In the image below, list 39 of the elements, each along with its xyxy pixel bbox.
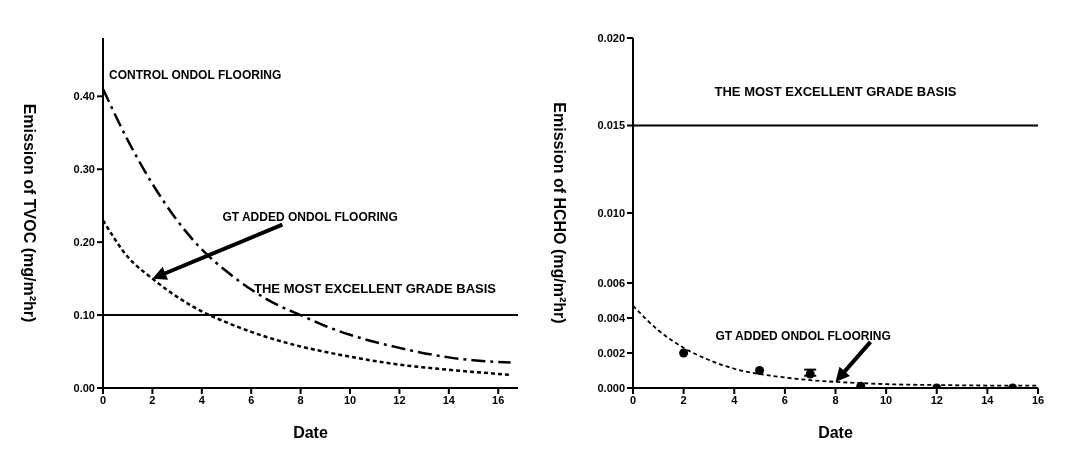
x-tick-label: 8 [297,393,304,406]
x-tick-label: 16 [492,393,505,406]
annotation: GT ADDED ONDOL FLOORING [715,328,891,343]
y-tick-label: 0.10 [73,308,95,321]
x-tick-label: 0 [629,393,637,406]
x-tick-label: 14 [442,393,456,406]
x-tick-label: 6 [248,393,255,406]
y-tick-label: 0.000 [597,381,625,394]
ref-line-label: THE MOST EXCELLENT GRADE BASIS [254,281,497,297]
x-axis-title: Date [818,424,853,441]
x-tick-label: 10 [880,393,893,406]
y-tick-label: 0.004 [597,311,626,324]
y-axis-title: Emission of HCHO (mg/m²hr) [551,102,569,324]
y-tick-label: 0.020 [597,31,625,44]
y-axis-title: Emission of TVOC (mg/m²hr) [21,103,39,323]
x-tick-label: 6 [781,393,788,406]
x-tick-label: 10 [343,393,357,406]
y-tick-label: 0.40 [73,90,95,103]
x-tick-label: 0 [99,393,107,406]
y-tick-label: 0.30 [73,163,95,176]
x-tick-label: 12 [393,393,406,406]
ref-line-label: THE MOST EXCELLENT GRADE BASIS [714,83,957,99]
y-tick-label: 0.010 [597,206,625,219]
x-tick-label: 8 [832,393,839,406]
x-tick-label: 16 [1031,393,1045,406]
x-tick-label: 4 [731,393,739,406]
y-tick-label: 0.015 [597,119,625,132]
x-tick-label: 2 [680,393,687,406]
x-tick-label: 12 [930,393,943,406]
annotation: CONTROL ONDOL FLOORING [109,68,282,83]
y-tick-label: 0.00 [73,381,95,394]
x-tick-label: 4 [198,393,206,406]
y-tick-label: 0.20 [73,236,95,249]
x-axis-title: Date [293,424,328,441]
y-tick-label: 0.006 [597,276,625,289]
y-tick-label: 0.002 [597,346,625,359]
x-tick-label: 14 [981,393,995,406]
x-tick-label: 2 [149,393,156,406]
annotation: GT ADDED ONDOL FLOORING [222,209,398,224]
